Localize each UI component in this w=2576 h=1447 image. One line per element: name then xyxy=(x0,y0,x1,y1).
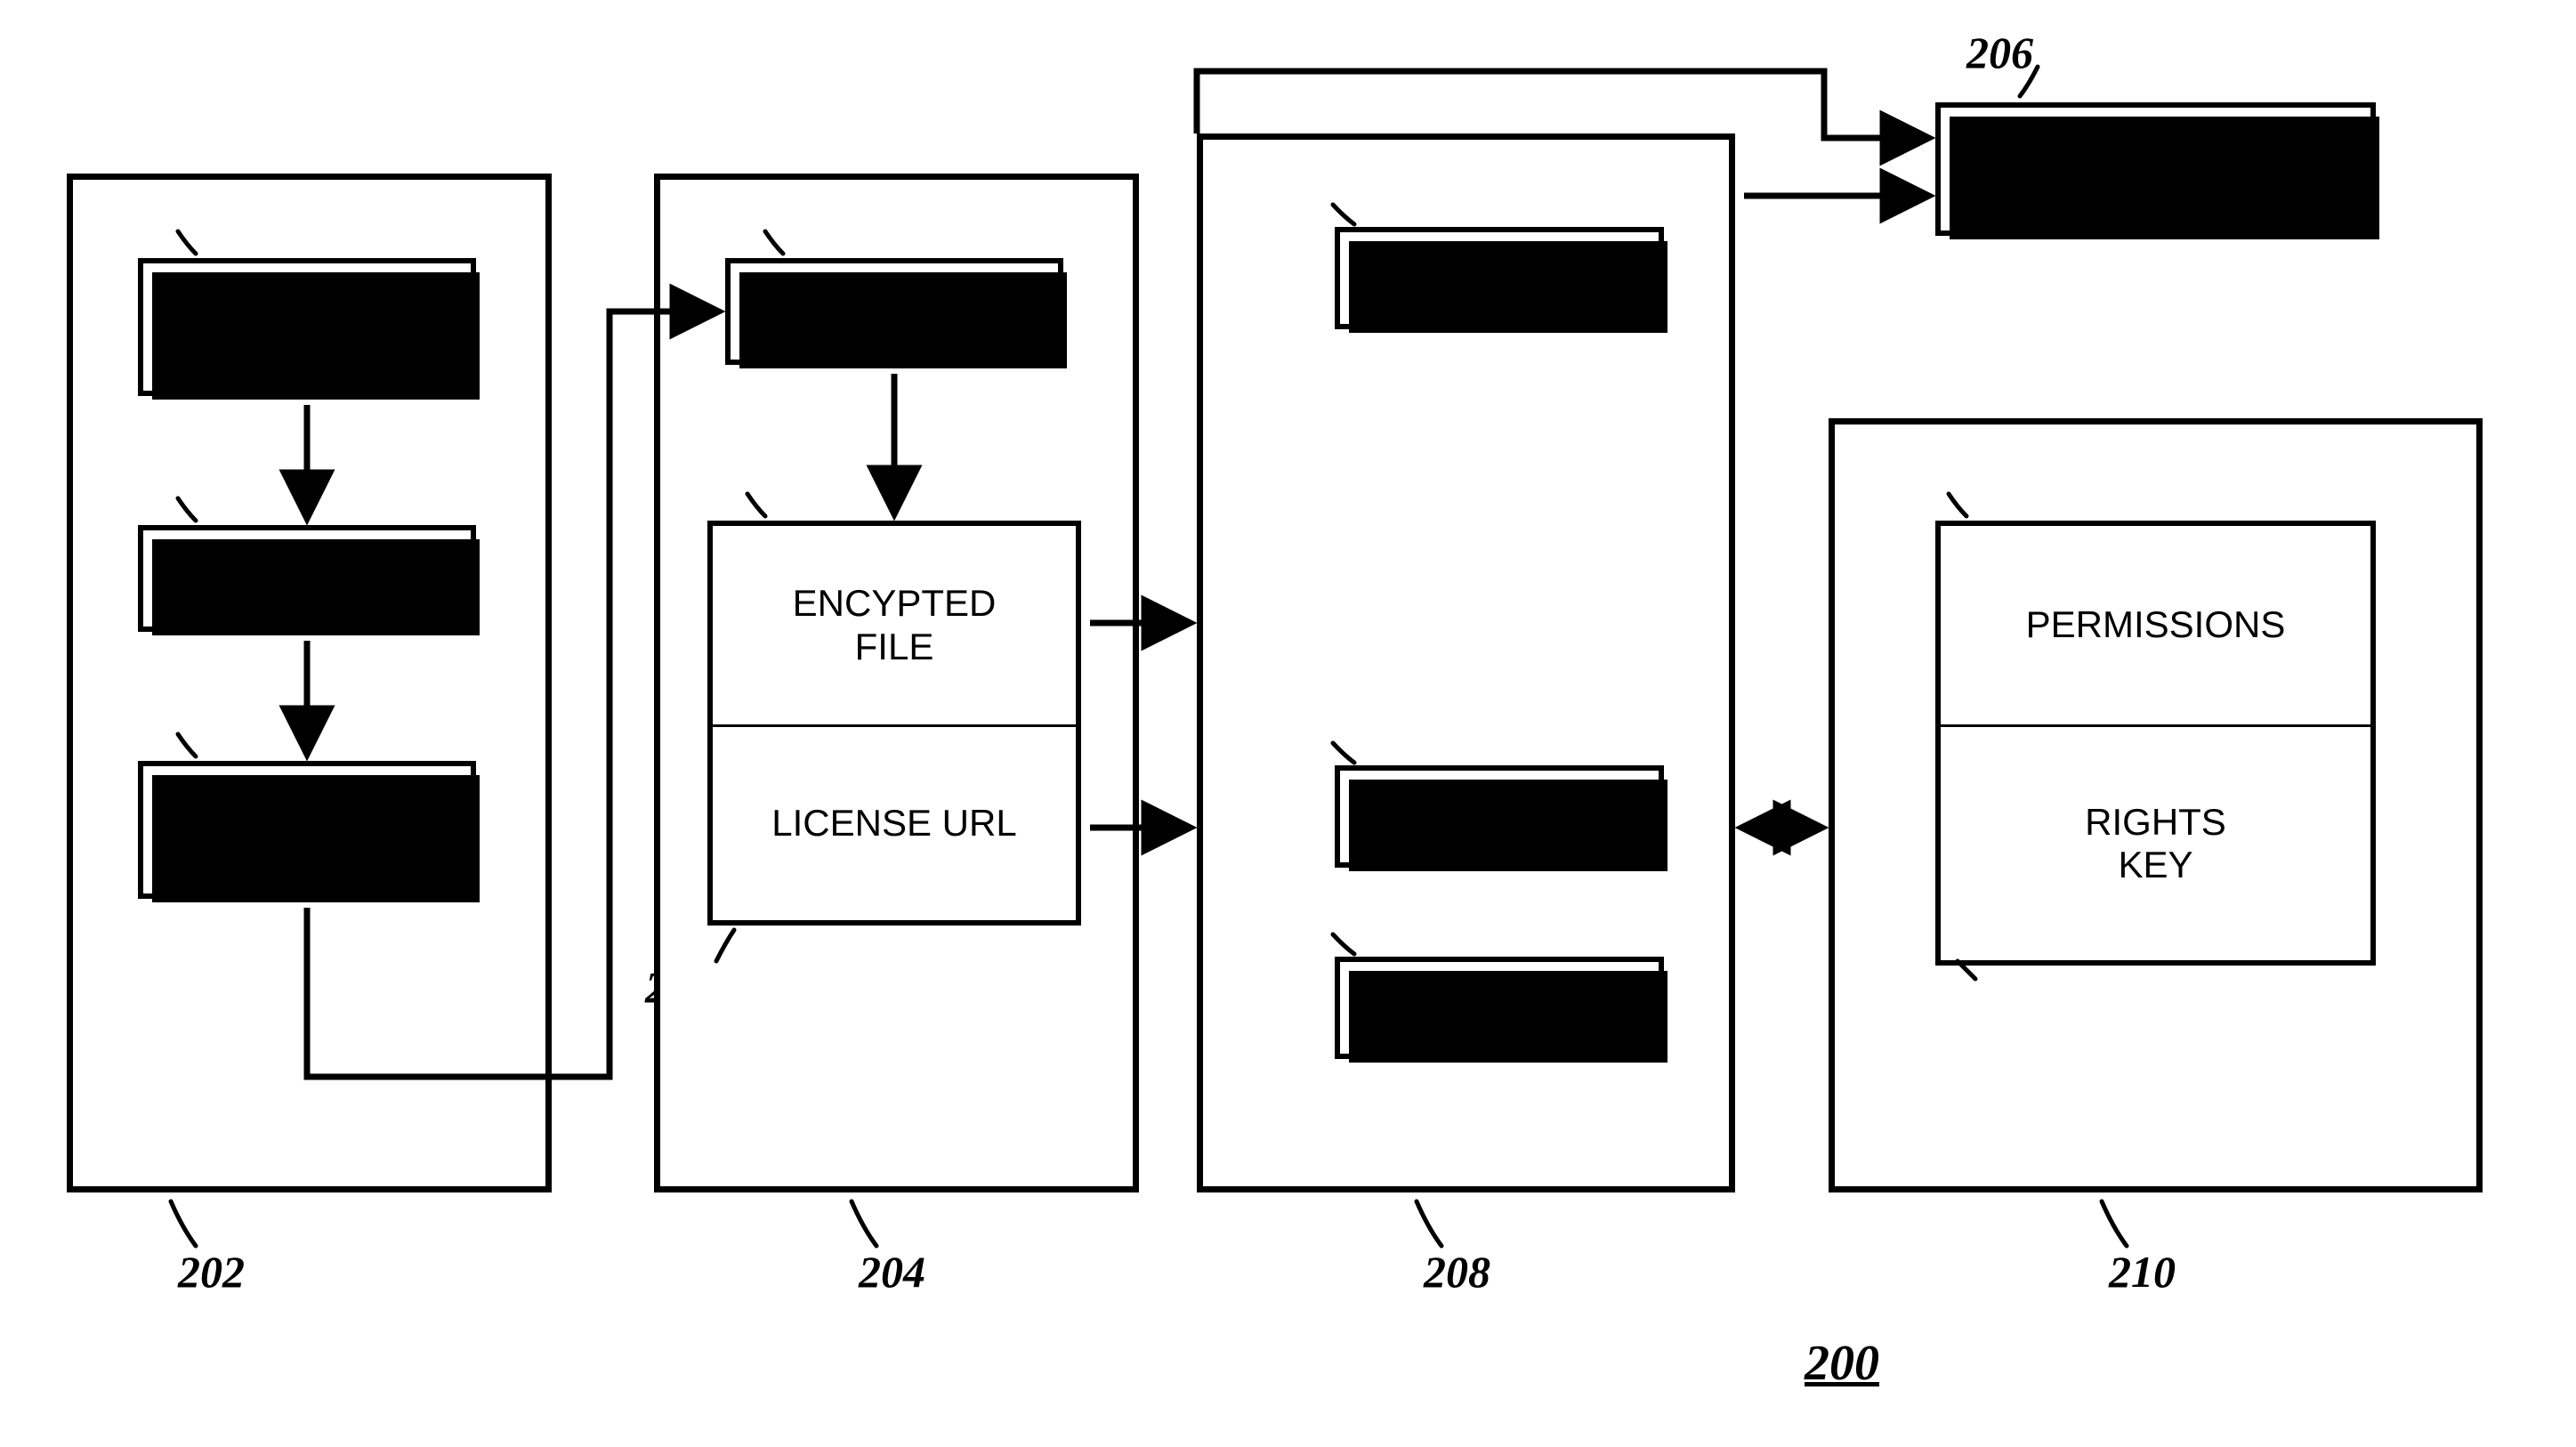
box-232-l1: PROCESSOR xyxy=(1380,986,1619,1029)
leader-202 xyxy=(171,1201,196,1246)
box-input-file: INPUT FILE xyxy=(138,258,476,396)
box-lan: LAN xyxy=(1935,102,2376,236)
box-228-l1: MEMORY xyxy=(1416,256,1583,299)
leader-204 xyxy=(852,1201,876,1246)
box-permissions: PERMISSIONS xyxy=(1935,521,2376,730)
box-224-l1: PERMISSIONS xyxy=(2026,603,2286,646)
box-230-l1: TRANSCEIVER xyxy=(1367,795,1633,837)
ref-208: 208 xyxy=(1424,1246,1490,1297)
ref-202: 202 xyxy=(178,1246,245,1297)
arrow-208-to-206a xyxy=(1197,71,1926,138)
box-transceiver: TRANSCEIVER xyxy=(1335,765,1664,868)
box-220-l2: FILE xyxy=(855,626,934,668)
box-license-url: LICENSE URL xyxy=(707,724,1081,926)
box-206-l1: LAN xyxy=(2116,146,2195,193)
box-222-l1: LICENSE URL xyxy=(771,802,1016,845)
box-encryption: ENCRYPTION xyxy=(725,258,1063,365)
leader-210 xyxy=(2102,1201,2127,1246)
figure-number: 200 xyxy=(1805,1335,1879,1392)
ref-204: 204 xyxy=(859,1246,925,1297)
box-226-l2: KEY xyxy=(2118,844,2192,886)
box-212-l1: INPUT xyxy=(251,284,363,327)
box-214-l1: ENCODER xyxy=(214,557,400,600)
box-processor: PROCESSOR xyxy=(1335,957,1664,1059)
ref-206: 206 xyxy=(1966,27,2033,78)
box-player-ready-file: PLAYER-READY FILE xyxy=(138,761,476,899)
diagram-canvas: COMMUNICATION DEVICE (MAJORDOMO) INPUT F… xyxy=(0,0,2576,1447)
box-226-l1: RIGHTS xyxy=(2085,801,2226,844)
box-220-l1: ENCYPTED xyxy=(793,582,997,625)
box-encoder: ENCODER xyxy=(138,525,476,632)
leader-208 xyxy=(1417,1201,1441,1246)
box-encrypted-file: ENCYPTED FILE xyxy=(707,521,1081,730)
ref-210: 210 xyxy=(2109,1246,2176,1297)
box-216-l1: PLAYER-READY xyxy=(164,787,449,829)
box-memory: MEMORY xyxy=(1335,227,1664,329)
box-rights-key: RIGHTS KEY xyxy=(1935,724,2376,966)
box-216-l2: FILE xyxy=(268,830,347,873)
box-212-l2: FILE xyxy=(268,327,347,370)
box-218-l1: ENCRYPTION xyxy=(772,290,1017,333)
